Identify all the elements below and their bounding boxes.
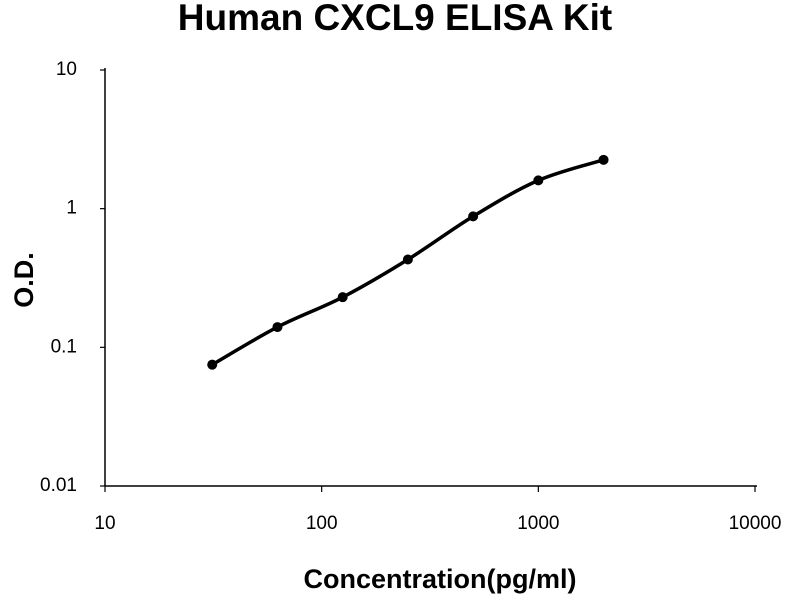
x-tick-label: 10000 — [729, 513, 782, 534]
data-point — [272, 322, 283, 333]
data-point — [598, 154, 609, 165]
x-tick-label: 1000 — [517, 513, 559, 534]
y-tick-label: 0.1 — [51, 336, 77, 357]
x-tick-label: 10 — [94, 513, 115, 534]
x-tick-label: 100 — [306, 513, 338, 534]
chart-title: Human CXCL9 ELISA Kit — [178, 0, 612, 38]
y-tick-label: 0.01 — [40, 475, 77, 496]
y-tick-label: 10 — [56, 59, 77, 80]
data-point — [207, 359, 218, 370]
data-point — [468, 211, 479, 222]
data-point — [337, 292, 348, 303]
data-point — [402, 254, 413, 265]
y-tick-label: 1 — [66, 198, 77, 219]
data-point — [533, 175, 544, 186]
y-axis-title: O.D. — [9, 252, 39, 308]
x-axis-title: Concentration(pg/ml) — [304, 564, 577, 594]
